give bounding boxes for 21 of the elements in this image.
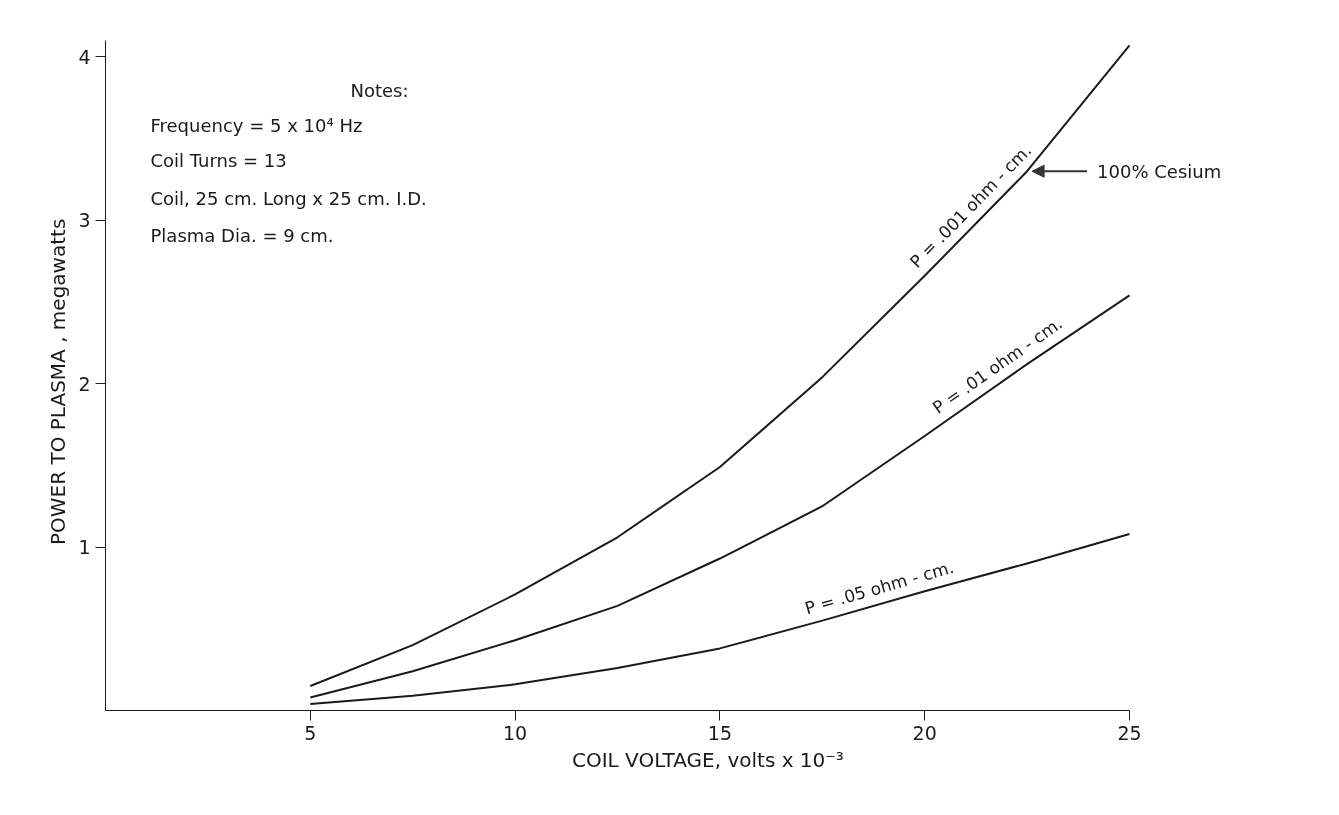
x-axis-title: COIL VOLTAGE, volts x 10⁻³ <box>572 747 844 772</box>
annotation: Notes: <box>350 80 409 101</box>
annotation: 100% Cesium <box>1097 160 1222 182</box>
y-axis-title: POWER TO PLASMA , megawatts <box>46 218 71 545</box>
annotation: Coil Turns = 13 <box>150 150 287 171</box>
x-tick-label: 15 <box>707 721 732 744</box>
y-tick-label: 4 <box>78 45 91 68</box>
y-tick-label: 2 <box>78 372 91 395</box>
text: P = .05 ohm - cm. <box>802 556 956 619</box>
y-tick-label: 1 <box>78 536 91 559</box>
x-tick-label: 25 <box>1117 721 1142 744</box>
annotation: Coil, 25 cm. Long x 25 cm. I.D. <box>150 188 427 209</box>
line-series <box>309 533 1131 705</box>
x-tick-label: 5 <box>304 721 317 744</box>
x-tick-label: 10 <box>503 721 528 744</box>
annotation: Plasma Dia. = 9 cm. <box>150 225 334 246</box>
text: P = .01 ohm - cm. <box>928 313 1066 418</box>
y-tick-label: 3 <box>78 209 91 232</box>
line-series <box>309 294 1131 699</box>
x-tick-label: 20 <box>912 721 937 744</box>
annotation: Frequency = 5 x 10⁴ Hz <box>150 115 363 136</box>
